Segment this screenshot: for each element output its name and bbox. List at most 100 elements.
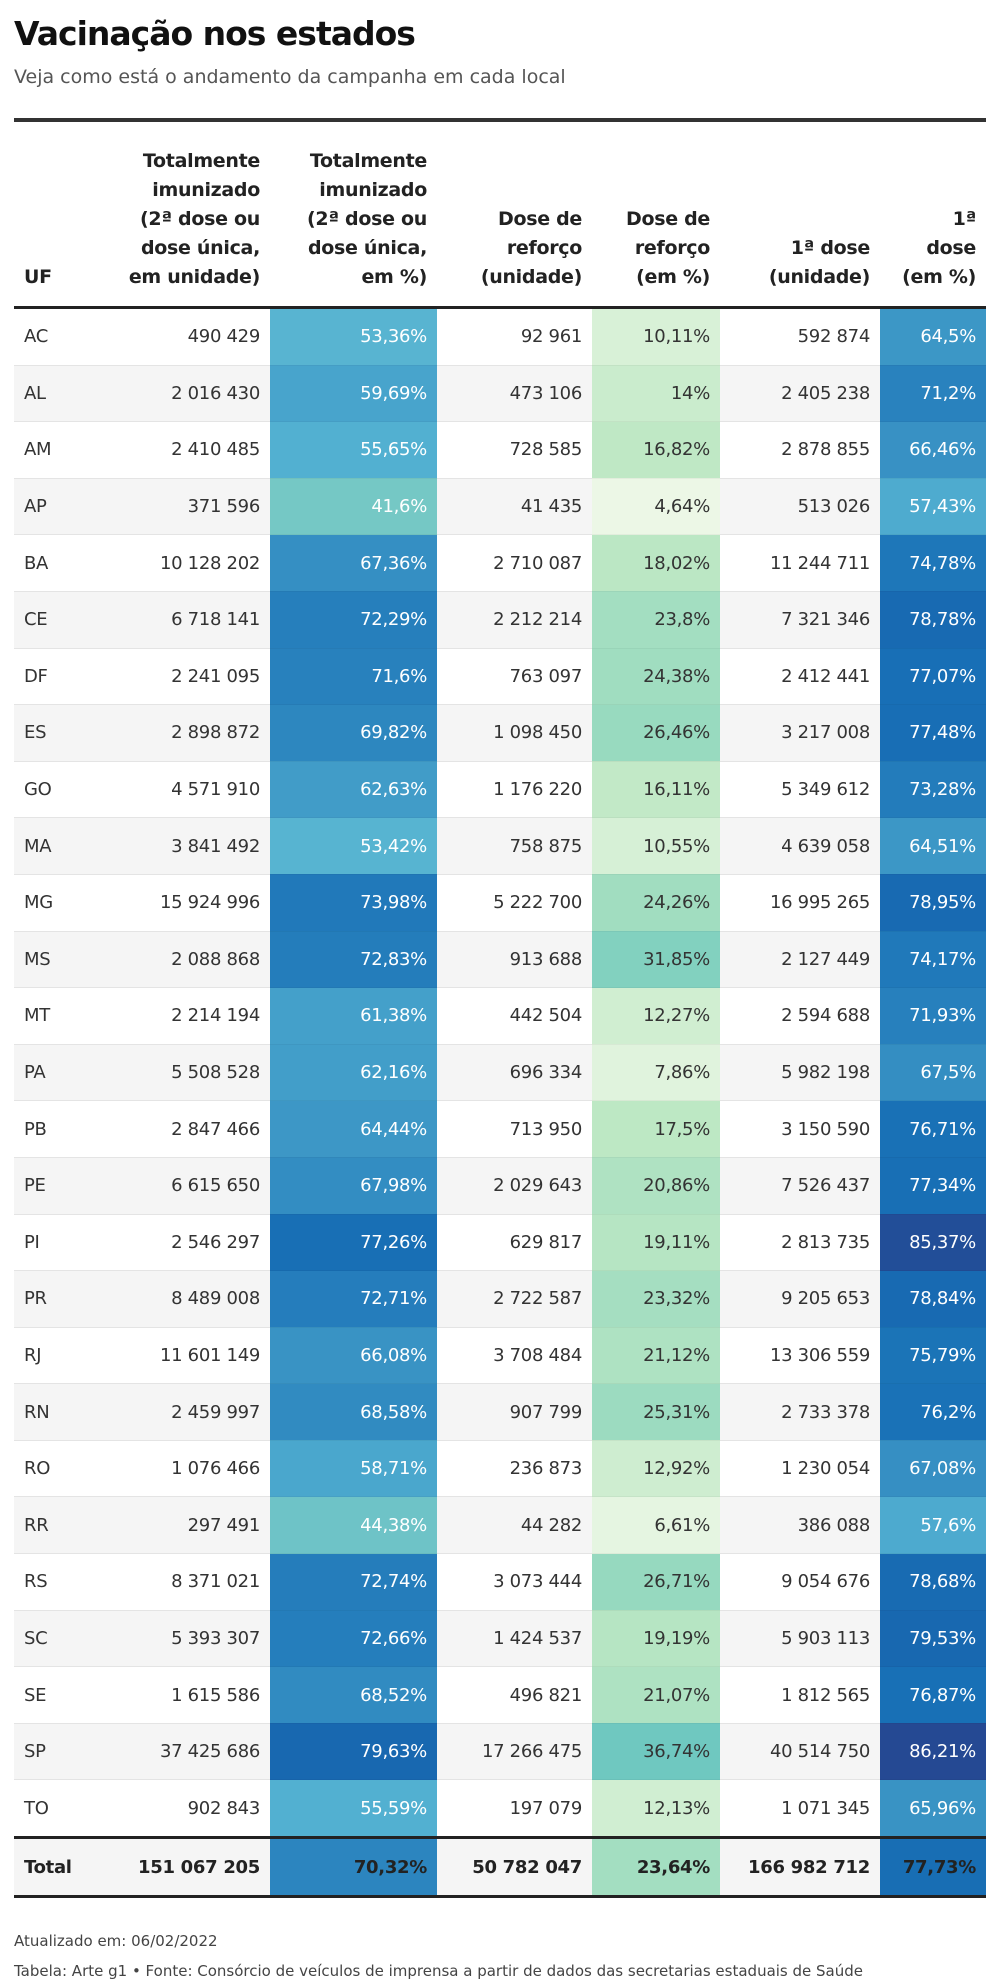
cell-first-dose-units: 9 205 653 <box>720 1270 880 1328</box>
cell-first-dose-units: 7 321 346 <box>720 591 880 649</box>
total-fully-immunized-pct: 70,32% <box>270 1836 437 1899</box>
cell-uf: MT <box>14 987 110 1045</box>
cell-fully-immunized-units: 2 410 485 <box>110 421 270 479</box>
cell-booster-units: 3 073 444 <box>437 1553 592 1611</box>
cell-booster-units: 41 435 <box>437 478 592 536</box>
cell-uf: GO <box>14 761 110 819</box>
source-credit: Tabela: Arte g1 • Fonte: Consórcio de ve… <box>14 1962 864 1981</box>
cell-fully-immunized-pct: 59,69% <box>270 365 437 423</box>
page-title: Vacinação nos estados <box>14 14 416 53</box>
cell-booster-units: 758 875 <box>437 817 592 875</box>
cell-uf: AM <box>14 421 110 479</box>
cell-fully-immunized-units: 4 571 910 <box>110 761 270 819</box>
cell-booster-units: 197 079 <box>437 1779 592 1839</box>
cell-booster-units: 442 504 <box>437 987 592 1045</box>
cell-first-dose-pct: 78,68% <box>880 1553 986 1611</box>
cell-fully-immunized-units: 1 615 586 <box>110 1666 270 1724</box>
cell-first-dose-pct: 67,5% <box>880 1044 986 1102</box>
table-row: AL 2 016 430 59,69% 473 106 14% 2 405 238 71,2… <box>14 365 986 423</box>
cell-booster-units: 2 212 214 <box>437 591 592 649</box>
cell-first-dose-pct: 76,71% <box>880 1100 986 1158</box>
cell-fully-immunized-pct: 72,29% <box>270 591 437 649</box>
table-row: BA 10 128 202 67,36% 2 710 087 18,02% 11 244 … <box>14 534 986 592</box>
table-row: MG 15 924 996 73,98% 5 222 700 24,26% 16 995 … <box>14 874 986 932</box>
cell-first-dose-pct: 85,37% <box>880 1214 986 1272</box>
updated-date: Atualizado em: 06/02/2022 <box>14 1932 218 1951</box>
cell-first-dose-units: 7 526 437 <box>720 1157 880 1215</box>
cell-fully-immunized-pct: 73,98% <box>270 874 437 932</box>
cell-fully-immunized-pct: 68,58% <box>270 1383 437 1441</box>
cell-booster-units: 236 873 <box>437 1440 592 1498</box>
cell-first-dose-pct: 77,07% <box>880 648 986 706</box>
cell-first-dose-pct: 86,21% <box>880 1723 986 1781</box>
cell-uf: RN <box>14 1383 110 1441</box>
cell-booster-pct: 36,74% <box>592 1723 720 1781</box>
total-first-dose-pct: 77,73% <box>880 1836 986 1899</box>
cell-first-dose-pct: 77,48% <box>880 704 986 762</box>
cell-first-dose-units: 2 127 449 <box>720 931 880 989</box>
cell-uf: TO <box>14 1779 110 1839</box>
cell-first-dose-pct: 78,95% <box>880 874 986 932</box>
cell-fully-immunized-units: 3 841 492 <box>110 817 270 875</box>
table-row: SE 1 615 586 68,52% 496 821 21,07% 1 812 565 7… <box>14 1666 986 1724</box>
cell-booster-pct: 19,19% <box>592 1610 720 1668</box>
cell-fully-immunized-units: 2 214 194 <box>110 987 270 1045</box>
cell-uf: PR <box>14 1270 110 1328</box>
table-row: PE 6 615 650 67,98% 2 029 643 20,86% 7 526 43… <box>14 1157 986 1215</box>
column-header-first-dose-pct: 1ª dose (em %) <box>880 120 986 309</box>
cell-first-dose-units: 5 982 198 <box>720 1044 880 1102</box>
cell-first-dose-pct: 77,34% <box>880 1157 986 1215</box>
cell-uf: ES <box>14 704 110 762</box>
cell-booster-pct: 7,86% <box>592 1044 720 1102</box>
cell-first-dose-units: 592 874 <box>720 307 880 366</box>
cell-booster-pct: 31,85% <box>592 931 720 989</box>
footer: Atualizado em: 06/02/2022 Tabela: Arte g… <box>14 1926 986 1986</box>
cell-first-dose-units: 40 514 750 <box>720 1723 880 1781</box>
cell-fully-immunized-units: 2 546 297 <box>110 1214 270 1272</box>
cell-fully-immunized-units: 15 924 996 <box>110 874 270 932</box>
cell-uf: MG <box>14 874 110 932</box>
cell-first-dose-units: 16 995 265 <box>720 874 880 932</box>
cell-booster-pct: 16,82% <box>592 421 720 479</box>
cell-uf: MA <box>14 817 110 875</box>
cell-fully-immunized-units: 1 076 466 <box>110 1440 270 1498</box>
cell-uf: AL <box>14 365 110 423</box>
cell-fully-immunized-pct: 79,63% <box>270 1723 437 1781</box>
cell-first-dose-pct: 57,43% <box>880 478 986 536</box>
table-row: RR 297 491 44,38% 44 282 6,61% 386 088 57,6% <box>14 1496 986 1555</box>
cell-booster-units: 2 029 643 <box>437 1157 592 1215</box>
cell-first-dose-units: 11 244 711 <box>720 534 880 592</box>
cell-fully-immunized-units: 2 459 997 <box>110 1383 270 1441</box>
cell-first-dose-units: 386 088 <box>720 1496 880 1555</box>
cell-booster-pct: 14% <box>592 365 720 423</box>
cell-first-dose-units: 1 230 054 <box>720 1440 880 1498</box>
cell-first-dose-pct: 74,78% <box>880 534 986 592</box>
cell-fully-immunized-units: 297 491 <box>110 1496 270 1555</box>
cell-first-dose-units: 513 026 <box>720 478 880 536</box>
cell-booster-units: 913 688 <box>437 931 592 989</box>
cell-uf: DF <box>14 648 110 706</box>
cell-fully-immunized-units: 6 615 650 <box>110 1157 270 1215</box>
cell-fully-immunized-units: 902 843 <box>110 1779 270 1839</box>
cell-uf: AC <box>14 307 110 366</box>
total-label: Total <box>14 1836 110 1899</box>
total-booster-pct: 23,64% <box>592 1836 720 1899</box>
cell-fully-immunized-units: 11 601 149 <box>110 1327 270 1385</box>
cell-first-dose-units: 2 733 378 <box>720 1383 880 1441</box>
column-header-uf: UF <box>14 120 110 309</box>
cell-fully-immunized-pct: 53,36% <box>270 307 437 366</box>
cell-uf: RS <box>14 1553 110 1611</box>
cell-booster-pct: 18,02% <box>592 534 720 592</box>
table-row: MS 2 088 868 72,83% 913 688 31,85% 2 127 449 7… <box>14 931 986 989</box>
cell-fully-immunized-units: 2 088 868 <box>110 931 270 989</box>
table-row: PR 8 489 008 72,71% 2 722 587 23,32% 9 205 65… <box>14 1270 986 1328</box>
cell-booster-units: 696 334 <box>437 1044 592 1102</box>
total-first-dose-units: 166 982 712 <box>720 1836 880 1899</box>
cell-first-dose-pct: 57,6% <box>880 1496 986 1555</box>
cell-booster-pct: 20,86% <box>592 1157 720 1215</box>
cell-booster-units: 44 282 <box>437 1496 592 1555</box>
cell-first-dose-units: 5 349 612 <box>720 761 880 819</box>
cell-booster-pct: 12,27% <box>592 987 720 1045</box>
cell-first-dose-units: 3 217 008 <box>720 704 880 762</box>
cell-fully-immunized-pct: 72,83% <box>270 931 437 989</box>
